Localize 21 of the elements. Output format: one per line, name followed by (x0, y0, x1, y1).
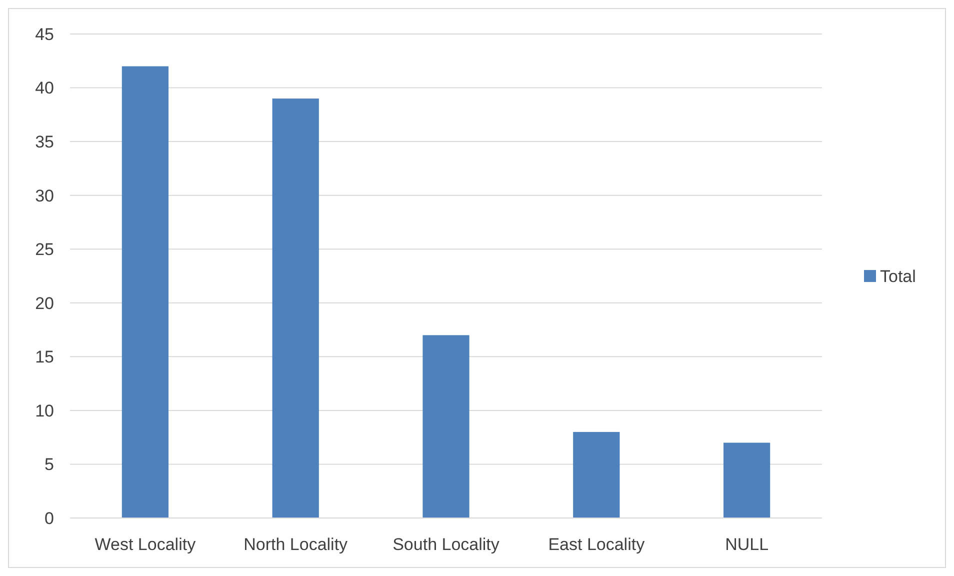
x-tick-label: South Locality (392, 535, 500, 554)
legend-label: Total (880, 266, 916, 286)
bar (122, 66, 169, 518)
y-tick-label: 15 (35, 348, 54, 367)
x-tick-label: North Locality (244, 535, 348, 554)
y-tick-label: 25 (35, 240, 54, 260)
y-tick-label: 0 (44, 508, 54, 528)
x-tick-label: NULL (725, 535, 769, 554)
bar (723, 442, 770, 518)
y-tick-label: 35 (35, 132, 54, 152)
y-tick-label: 30 (35, 186, 54, 206)
x-tick-label: West Locality (94, 535, 196, 554)
y-tick-label: 20 (35, 294, 54, 313)
y-tick-label: 10 (35, 401, 54, 420)
bar (272, 98, 319, 518)
bar (422, 335, 470, 518)
x-tick-label: East Locality (548, 535, 646, 554)
y-tick-label: 45 (35, 24, 54, 44)
bar (573, 432, 620, 518)
y-tick-label: 5 (44, 455, 54, 474)
y-tick-label: 40 (35, 78, 54, 98)
